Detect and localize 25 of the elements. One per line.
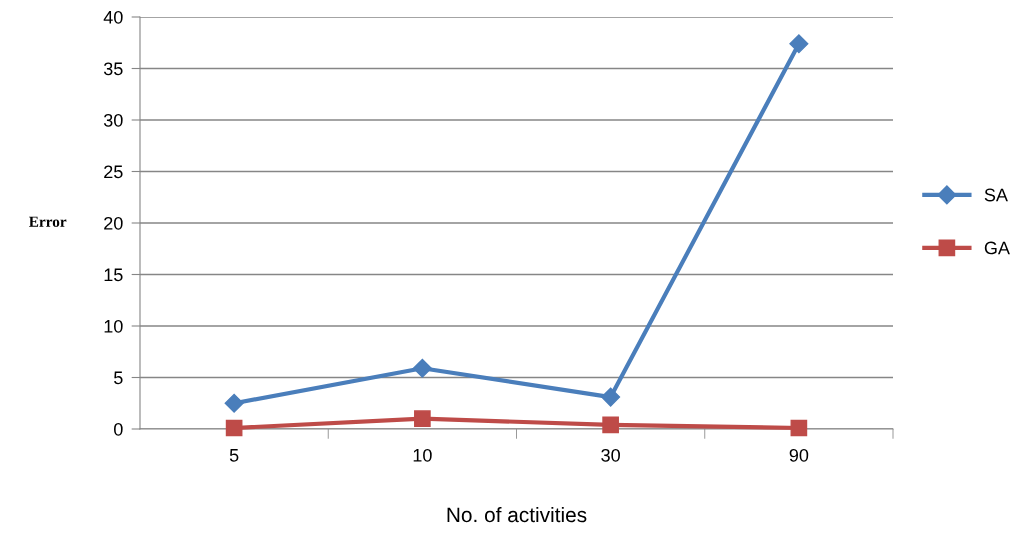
y-tick-label: 0 bbox=[114, 422, 123, 436]
point bbox=[790, 419, 808, 437]
point bbox=[602, 416, 619, 434]
x-tick-label: 5 bbox=[229, 449, 239, 462]
x-tick-label: 90 bbox=[789, 448, 809, 462]
point bbox=[412, 358, 432, 378]
legend-label: SA bbox=[984, 188, 1008, 202]
y-tick-label: 30 bbox=[103, 113, 123, 127]
y-tick-label: 40 bbox=[103, 10, 123, 24]
legend-label: GA bbox=[984, 241, 1010, 255]
point bbox=[414, 410, 431, 428]
y-tick-label: 25 bbox=[104, 165, 123, 179]
point bbox=[789, 34, 809, 54]
x-tick-label: 10 bbox=[413, 448, 432, 462]
point bbox=[224, 393, 244, 413]
y-tick-label: 35 bbox=[103, 62, 123, 76]
y-axis-title: Error bbox=[29, 216, 67, 227]
point bbox=[225, 419, 243, 437]
y-tick-label: 15 bbox=[104, 268, 123, 282]
point bbox=[601, 387, 621, 407]
y-tick-label: 10 bbox=[104, 319, 123, 333]
y-tick-label: 5 bbox=[114, 371, 123, 385]
y-tick-label: 20 bbox=[104, 216, 123, 230]
x-axis-title: No. of activities bbox=[447, 506, 587, 523]
x-tick-label: 30 bbox=[601, 448, 620, 462]
